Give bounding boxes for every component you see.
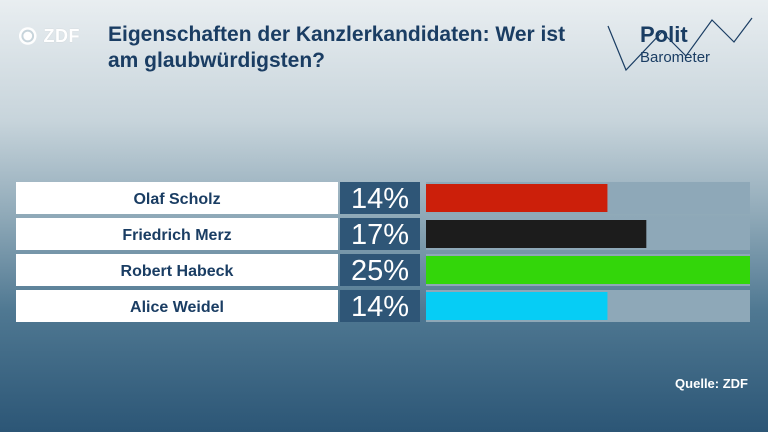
value-label: 25% — [351, 255, 409, 287]
row-label-box — [16, 254, 338, 286]
row-label-box — [16, 290, 338, 322]
zdf-circle-icon — [18, 27, 37, 45]
category-label: Robert Habeck — [121, 263, 234, 280]
brand-line-barometer: Barometer — [640, 49, 711, 66]
bar — [426, 292, 608, 320]
politbarometer-zigzag-icon — [607, 17, 753, 72]
row-label-box — [16, 182, 338, 214]
bar — [426, 220, 647, 248]
value-label: 17% — [351, 219, 409, 251]
brand-line-polit: Polit — [640, 22, 688, 47]
source-label: Quelle: ZDF — [675, 376, 748, 391]
value-label-box — [340, 254, 420, 286]
bar — [426, 184, 608, 212]
category-label: Olaf Scholz — [133, 191, 220, 208]
category-label: Alice Weidel — [130, 299, 224, 316]
value-label: 14% — [351, 183, 409, 215]
politbarometer-logo: Polit Barometer — [606, 12, 756, 78]
zdf-logo-text: ZDF — [43, 25, 80, 46]
value-label: 14% — [351, 291, 409, 323]
page-title: Eigenschaften der Kanzlerkandidaten: Wer… — [108, 23, 566, 73]
value-label-box — [340, 182, 420, 214]
row-label-box — [16, 218, 338, 250]
category-label: Friedrich Merz — [122, 227, 231, 244]
value-label-box — [340, 290, 420, 322]
bar — [426, 256, 750, 284]
value-label-box — [340, 218, 420, 250]
zdf-logo: ZDF — [18, 22, 80, 50]
